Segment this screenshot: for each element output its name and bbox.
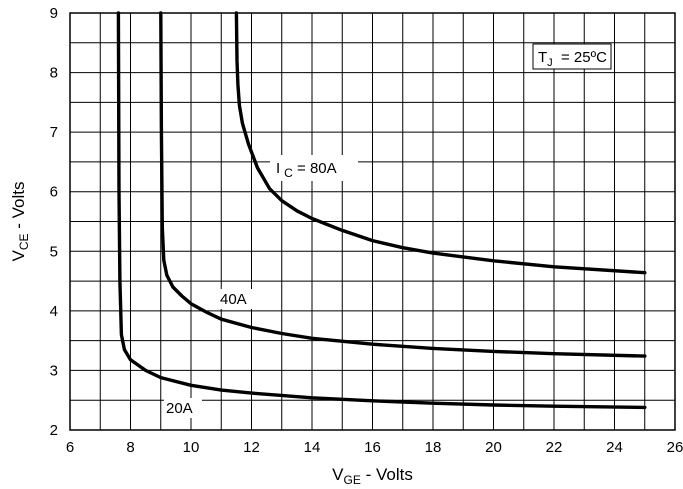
y-tick-label: 6 bbox=[50, 184, 58, 201]
series-line-1 bbox=[116, 11, 647, 410]
y-tick-label: 7 bbox=[50, 124, 58, 141]
plot-frame bbox=[69, 12, 676, 431]
x-axis-title: VGE - Volts bbox=[332, 465, 413, 487]
ic40-label: 40A bbox=[220, 291, 247, 308]
tj-main: T bbox=[538, 49, 547, 66]
ic80-rest: = 80A bbox=[293, 160, 337, 177]
x-tick-label: 10 bbox=[183, 439, 200, 456]
y-tick-label: 5 bbox=[50, 243, 58, 260]
y-tick-label: 4 bbox=[50, 303, 58, 320]
tj-annotation: TJ = 25ºC bbox=[538, 49, 607, 69]
x-tick-label: 22 bbox=[546, 439, 563, 456]
x-tick-label: 16 bbox=[364, 439, 381, 456]
x-tick-label: 26 bbox=[667, 439, 683, 456]
tj-rest: = 25ºC bbox=[553, 49, 607, 66]
y-axis-title: VCE - Volts bbox=[9, 182, 31, 262]
x-axis-title-main: V bbox=[332, 465, 344, 484]
y-axis-title-sub: CE bbox=[17, 233, 31, 250]
ic80-main: I bbox=[276, 160, 280, 177]
y-tick-label: 3 bbox=[50, 362, 58, 379]
y-tick-label: 2 bbox=[50, 422, 58, 439]
x-axis-title-rest: - Volts bbox=[361, 465, 413, 484]
x-tick-label: 14 bbox=[304, 439, 321, 456]
x-tick-label: 6 bbox=[66, 439, 74, 456]
ic80-sub: C bbox=[284, 166, 293, 180]
ic80-label-background bbox=[270, 155, 358, 181]
series-group bbox=[116, 11, 647, 410]
x-tick-label: 8 bbox=[126, 439, 134, 456]
y-tick-label: 9 bbox=[50, 5, 58, 22]
y-tick-labels: 2 3 4 5 6 7 8 9 bbox=[50, 5, 58, 439]
series-line-3 bbox=[234, 11, 647, 275]
y-tick-label: 8 bbox=[50, 65, 58, 82]
tj-sub: J bbox=[547, 57, 553, 69]
y-axis-title-main: V bbox=[9, 249, 28, 261]
y-axis-title-rest: - Volts bbox=[9, 182, 28, 234]
grid bbox=[70, 13, 675, 430]
x-tick-labels: 6 8 10 12 14 16 18 20 22 24 26 bbox=[66, 439, 683, 456]
x-tick-label: 24 bbox=[606, 439, 623, 456]
x-axis-title-sub: GE bbox=[344, 473, 361, 487]
tj-annotation-box bbox=[532, 43, 612, 70]
ic20-label: 20A bbox=[166, 400, 193, 417]
x-tick-label: 12 bbox=[243, 439, 260, 456]
ic20-label-background bbox=[164, 398, 202, 418]
x-tick-label: 18 bbox=[425, 439, 442, 456]
x-tick-label: 20 bbox=[485, 439, 502, 456]
series-line-2 bbox=[159, 11, 647, 358]
ic40-label-background bbox=[218, 289, 254, 309]
